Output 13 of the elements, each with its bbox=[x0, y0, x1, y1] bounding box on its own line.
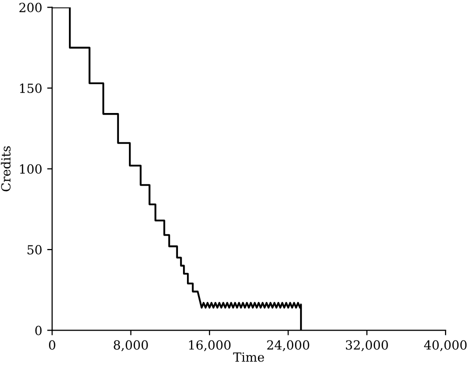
y-tick-label: 0 bbox=[35, 326, 42, 336]
x-tick-label: 40,000 bbox=[424, 340, 467, 352]
x-tick-label: 32,000 bbox=[346, 340, 388, 352]
x-tick-label: 0 bbox=[48, 340, 56, 350]
y-tick-label: 200 bbox=[19, 2, 42, 12]
y-axis-title: Credits bbox=[0, 146, 11, 192]
x-tick-label: 24,000 bbox=[267, 340, 310, 352]
x-tick-label: 8,000 bbox=[114, 340, 148, 352]
y-tick-label: 50 bbox=[28, 245, 42, 254]
x-axis-title: Time bbox=[233, 352, 264, 362]
y-tick-label: 150 bbox=[20, 84, 42, 94]
y-tick-label: 100 bbox=[20, 164, 42, 174]
x-tick-label: 16,000 bbox=[189, 340, 231, 352]
